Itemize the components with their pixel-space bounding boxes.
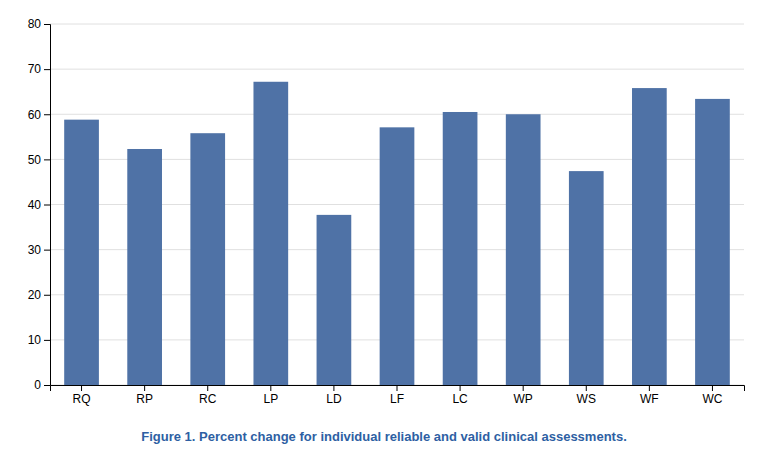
y-tick: 10 — [28, 333, 50, 347]
caption: Figure 1. Percent change for individual … — [141, 429, 627, 444]
x-tick-mark — [81, 385, 82, 391]
bar — [253, 82, 288, 385]
y-tick: 0 — [34, 378, 50, 392]
y-tick-mark — [44, 205, 50, 206]
x-tick-label: RC — [199, 392, 217, 406]
y-tick-mark — [44, 159, 50, 160]
bar — [64, 120, 99, 385]
bar — [317, 215, 352, 385]
y-tick-mark — [44, 295, 50, 296]
x-tick-mark — [460, 385, 461, 391]
x-tick-mark — [397, 385, 398, 391]
x-tick: LP — [263, 385, 278, 406]
x-tick-mark — [649, 385, 650, 391]
x-tick-mark — [207, 385, 208, 391]
x-tick: WS — [577, 385, 596, 406]
x-tick: LC — [452, 385, 468, 406]
y-tick-label: 80 — [28, 17, 42, 31]
plot-area: 0 10 20 30 40 50 60 70 80 RQ RP RC LP LD LF LC WP WS WF WC — [28, 17, 745, 405]
y-axis-line — [44, 25, 51, 386]
x-tick-mark — [523, 385, 524, 391]
x-tick-label: RP — [136, 392, 153, 406]
bar — [506, 114, 541, 385]
x-tick-label: WP — [514, 392, 533, 406]
x-tick: WP — [514, 385, 533, 406]
y-tick-label: 40 — [28, 198, 42, 212]
x-tick: WF — [640, 385, 659, 406]
y-tick: 70 — [28, 62, 50, 76]
x-tick-label: WS — [577, 392, 596, 406]
y-tick-label: 0 — [34, 378, 41, 392]
x-tick-mark — [712, 385, 713, 391]
x-tick-label: LD — [326, 392, 342, 406]
y-tick-label: 30 — [28, 243, 42, 257]
y-tick: 60 — [28, 108, 50, 122]
y-tick-label: 70 — [28, 62, 42, 76]
y-tick-label: 20 — [28, 288, 42, 302]
y-tick: 30 — [28, 243, 50, 257]
x-tick: WC — [702, 385, 722, 406]
y-tick: 80 — [28, 17, 50, 31]
y-tick-label: 10 — [28, 333, 42, 347]
x-tick-mark — [333, 385, 334, 391]
x-tick: LF — [390, 385, 404, 406]
x-tick-label: LC — [452, 392, 468, 406]
x-tick: RP — [136, 385, 153, 406]
grid-line — [50, 69, 744, 70]
y-tick-label: 50 — [28, 153, 42, 167]
y-tick: 20 — [28, 288, 50, 302]
bar — [127, 149, 162, 385]
x-tick-label: LP — [263, 392, 278, 406]
bar — [695, 99, 730, 385]
bar — [569, 171, 604, 385]
x-tick: LD — [326, 385, 342, 406]
x-tick-label: RQ — [73, 392, 91, 406]
y-tick-mark — [44, 250, 50, 251]
bars — [64, 82, 730, 385]
bar — [443, 112, 478, 385]
grid-line — [50, 24, 744, 25]
chart-svg: 0 10 20 30 40 50 60 70 80 RQ RP RC LP LD LF LC WP WS WF WC F… — [0, 0, 768, 463]
x-tick-mark — [586, 385, 587, 391]
x-tick-label: WF — [640, 392, 659, 406]
x-axis-line — [51, 386, 745, 392]
y-tick: 50 — [28, 153, 50, 167]
x-tick-mark — [144, 385, 145, 391]
y-tick-label: 60 — [28, 108, 42, 122]
y-tick-mark — [44, 385, 50, 386]
y-tick-mark — [44, 69, 50, 70]
grid — [50, 24, 744, 385]
y-tick: 40 — [28, 198, 50, 212]
x-tick: RC — [199, 385, 217, 406]
bar — [190, 133, 225, 385]
x-tick-label: LF — [390, 392, 404, 406]
x-tick-mark — [270, 385, 271, 391]
x-axis: RQ RP RC LP LD LF LC WP WS WF WC — [51, 385, 745, 406]
x-tick-label: WC — [702, 392, 722, 406]
y-tick-mark — [44, 340, 50, 341]
y-axis: 0 10 20 30 40 50 60 70 80 — [28, 17, 51, 392]
y-tick-mark — [44, 24, 50, 25]
bar — [380, 127, 415, 385]
x-tick: RQ — [73, 385, 91, 406]
y-tick-mark — [44, 114, 50, 115]
bar — [632, 88, 667, 385]
